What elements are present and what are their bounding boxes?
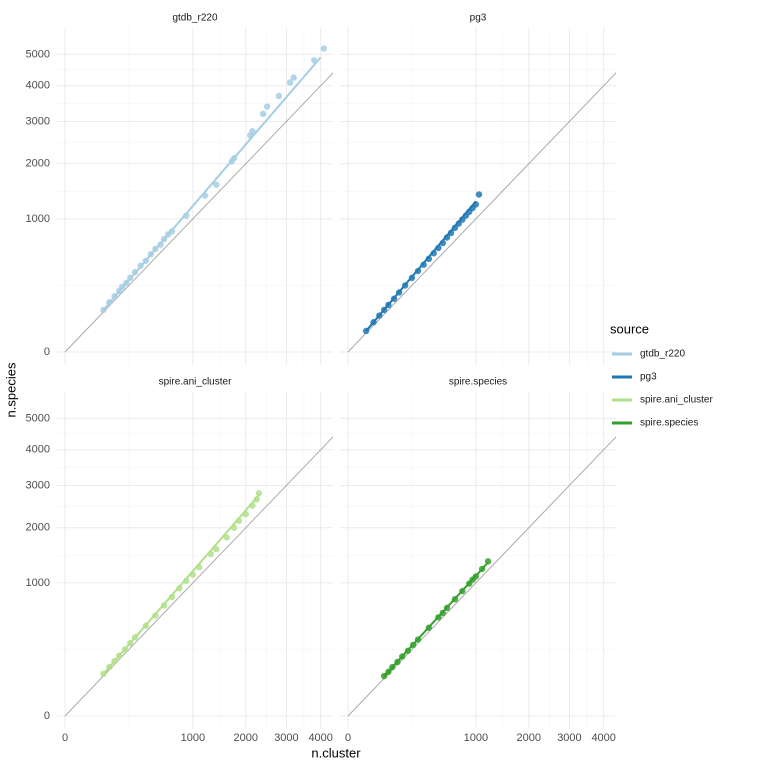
facet-title: spire.species bbox=[449, 377, 507, 388]
y-tick-label: 2000 bbox=[26, 522, 50, 534]
x-tick-label: 4000 bbox=[591, 732, 615, 744]
point bbox=[255, 490, 263, 497]
legend-label: gtdb_r220 bbox=[640, 349, 685, 360]
x-tick-label: 0 bbox=[345, 732, 351, 744]
point bbox=[259, 110, 267, 118]
point bbox=[475, 191, 483, 198]
point bbox=[275, 92, 283, 100]
facet-title: spire.ani_cluster bbox=[159, 377, 232, 388]
fit-line bbox=[102, 494, 260, 675]
facet-title: pg3 bbox=[470, 13, 487, 24]
y-tick-label: 2000 bbox=[26, 158, 50, 170]
y-tick-label: 1000 bbox=[26, 577, 50, 589]
y-tick-label: 5000 bbox=[26, 412, 50, 424]
point bbox=[320, 45, 328, 52]
y-tick-label: 0 bbox=[44, 710, 50, 722]
x-tick-label: 1000 bbox=[181, 732, 205, 744]
x-tick-label: 2000 bbox=[234, 732, 258, 744]
point bbox=[290, 74, 297, 81]
legend-label: spire.ani_cluster bbox=[640, 395, 713, 406]
y-tick-label: 0 bbox=[44, 346, 50, 358]
point bbox=[168, 593, 176, 601]
y-tick-label: 4000 bbox=[26, 444, 50, 456]
facet-title: gtdb_r220 bbox=[172, 13, 217, 24]
y-tick-label: 4000 bbox=[26, 80, 50, 92]
legend-label: pg3 bbox=[640, 372, 657, 383]
x-tick-label: 3000 bbox=[274, 732, 298, 744]
panel bbox=[340, 28, 616, 365]
point bbox=[213, 181, 220, 188]
panel bbox=[57, 28, 333, 365]
legend-title: source bbox=[610, 321, 649, 336]
point bbox=[249, 128, 256, 135]
point bbox=[286, 79, 294, 86]
point bbox=[213, 546, 220, 553]
point bbox=[263, 103, 271, 110]
fit-line bbox=[383, 561, 489, 677]
y-tick-label: 3000 bbox=[26, 115, 50, 127]
identity-line bbox=[347, 72, 616, 353]
fit-line bbox=[102, 56, 322, 311]
x-axis-label: n.cluster bbox=[311, 745, 361, 760]
panel bbox=[57, 392, 333, 729]
fit-line bbox=[365, 200, 477, 332]
y-tick-label: 1000 bbox=[26, 213, 50, 225]
legend-label: spire.species bbox=[640, 418, 698, 429]
y-tick-label: 5000 bbox=[26, 48, 50, 60]
x-tick-label: 0 bbox=[62, 732, 68, 744]
x-tick-label: 2000 bbox=[517, 732, 541, 744]
x-tick-label: 4000 bbox=[308, 732, 332, 744]
x-tick-label: 1000 bbox=[464, 732, 488, 744]
point bbox=[223, 534, 230, 541]
panel bbox=[340, 392, 616, 729]
y-axis-label: n.species bbox=[3, 362, 18, 417]
y-tick-label: 3000 bbox=[26, 479, 50, 491]
x-tick-label: 3000 bbox=[557, 732, 581, 744]
identity-line bbox=[64, 72, 333, 353]
